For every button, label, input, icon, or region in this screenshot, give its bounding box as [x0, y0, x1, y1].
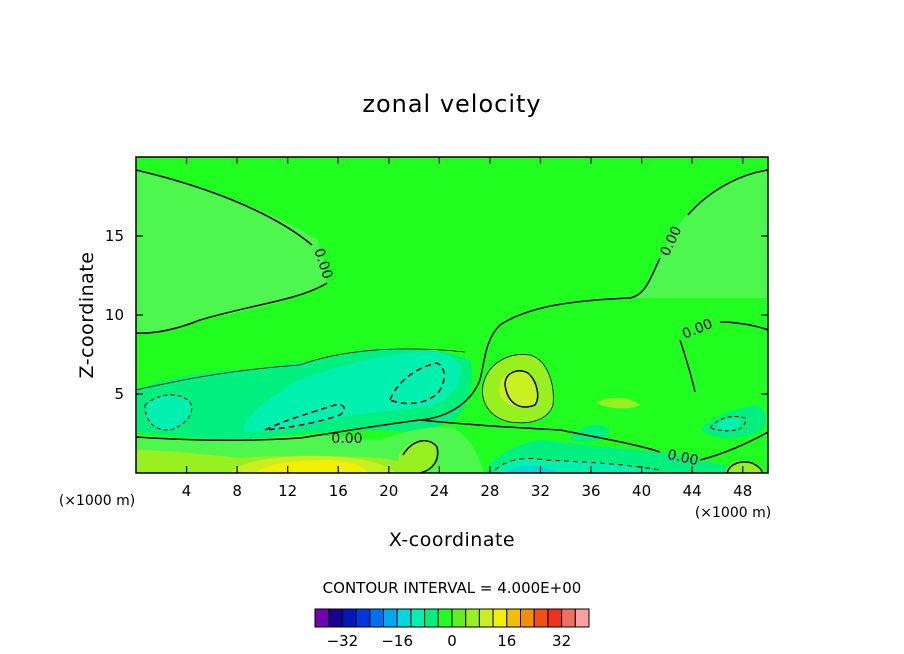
- region-center-negative-strong: [244, 351, 462, 432]
- colorbar-ticks: −32 −16 0 16 32: [327, 632, 572, 650]
- colorbar-swatch: [520, 608, 535, 628]
- chart-title: zonal velocity: [362, 90, 541, 118]
- colorbar-swatch: [533, 608, 549, 628]
- colorbar-swatch: [328, 608, 343, 628]
- contour-zero-upper-left-2: [135, 282, 328, 334]
- colorbar-swatch: [383, 608, 398, 628]
- colorbar-swatch: [396, 608, 412, 628]
- colorbar-swatch: [341, 608, 357, 628]
- x-tick-label: 16: [329, 482, 348, 500]
- region-upper-left-band: [136, 170, 327, 333]
- x-tick-label: 44: [683, 482, 702, 500]
- x-tick-label: 32: [531, 482, 550, 500]
- y-tick-label: 15: [105, 227, 124, 245]
- contour-bottom-pocket: [402, 439, 439, 474]
- contour-neg-left-lobe: [144, 394, 193, 431]
- colorbar-tick-label: 0: [447, 632, 457, 650]
- x-axis-label: X-coordinate: [389, 529, 515, 551]
- colorbar-swatch: [574, 608, 590, 628]
- colorbar-swatch: [547, 608, 563, 628]
- contour-label: 0.00: [331, 431, 362, 447]
- colorbar-swatch: [314, 608, 330, 628]
- contour-zero-lower-right: [419, 419, 661, 453]
- region-bottom-max: [255, 460, 368, 473]
- region-right-pocket-3: [714, 418, 741, 431]
- contour-bottom-right-dashed: [494, 457, 661, 471]
- x-axis-unit-left: (×1000 m): [59, 493, 135, 509]
- colorbar-swatch: [465, 608, 480, 628]
- region-bottom-right-core: [505, 465, 562, 473]
- contour-lines: [135, 169, 769, 474]
- x-tick-label: 4: [182, 482, 192, 500]
- colorbar-swatch: [424, 608, 439, 628]
- x-axis-unit-right: (×1000 m): [695, 505, 771, 521]
- colorbar-swatch: [410, 608, 426, 628]
- contour-zero-lower: [135, 436, 301, 441]
- contour-positive-bump: [504, 370, 539, 408]
- x-tick-label: 40: [632, 482, 651, 500]
- contour-right-pocket: [709, 415, 746, 432]
- colorbar-swatch: [506, 608, 521, 628]
- x-tick-label: 20: [379, 482, 398, 500]
- colorbar-tick-label: −16: [381, 632, 413, 650]
- colorbar-swatch: [437, 608, 453, 628]
- contour-interval-text: CONTOUR INTERVAL = 4.000E+00: [323, 579, 582, 597]
- colorbar-swatch: [451, 608, 467, 628]
- contour-neg-center: [389, 362, 445, 405]
- contour-thin-right: [482, 354, 554, 424]
- region-center-core: [392, 362, 445, 401]
- x-tick-label: 48: [733, 482, 752, 500]
- y-tick-label: 10: [105, 306, 124, 324]
- colorbar-swatch: [478, 608, 494, 628]
- contour-zero-right-middle: [719, 321, 769, 331]
- contour-zero-lower-right-2: [699, 431, 769, 461]
- colorbar-swatch: [561, 608, 576, 628]
- x-tick-label: 24: [430, 482, 449, 500]
- contour-zero-right-middle-2: [679, 339, 696, 393]
- colorbar-tick-label: 32: [552, 632, 571, 650]
- colorbar: [314, 608, 590, 628]
- contour-thin-outer: [135, 348, 466, 391]
- x-axis-ticks: 4 8 12 16 20 24 28 32 36 40 44 48: [182, 157, 752, 500]
- region-left-lobe: [145, 395, 192, 430]
- x-tick-label: 8: [232, 482, 242, 500]
- colorbar-swatch: [369, 608, 384, 628]
- contour-label: 0.00: [666, 447, 700, 469]
- y-tick-label: 5: [114, 385, 124, 403]
- plot-area: [136, 157, 768, 473]
- contour-right-pocket-2: [726, 461, 763, 474]
- x-tick-label: 12: [278, 482, 297, 500]
- x-tick-label: 28: [480, 482, 499, 500]
- contour-zero-upper-left: [135, 169, 313, 246]
- colorbar-tick-label: 16: [497, 632, 516, 650]
- contour-zero-upper-right: [687, 169, 769, 216]
- colorbar-swatch: [355, 608, 371, 628]
- contour-zero-upper-right-2: [299, 257, 661, 439]
- colorbar-swatch: [492, 608, 508, 628]
- colorbar-tick-label: −32: [327, 632, 359, 650]
- region-right-pocket-4: [596, 397, 640, 409]
- contour-neg-left: [264, 403, 345, 431]
- y-axis-label: Z-coordinate: [76, 252, 98, 379]
- y-axis-ticks: 5 10 15: [105, 227, 768, 403]
- x-tick-label: 36: [581, 482, 600, 500]
- region-upper-right-band: [635, 170, 768, 298]
